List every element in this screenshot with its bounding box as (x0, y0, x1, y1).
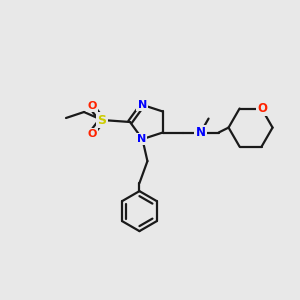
Text: O: O (258, 102, 268, 115)
Text: O: O (87, 101, 97, 111)
Text: N: N (138, 100, 147, 110)
Text: O: O (87, 129, 97, 139)
Text: S: S (98, 113, 106, 127)
Text: N: N (196, 126, 206, 139)
Text: N: N (137, 134, 146, 144)
